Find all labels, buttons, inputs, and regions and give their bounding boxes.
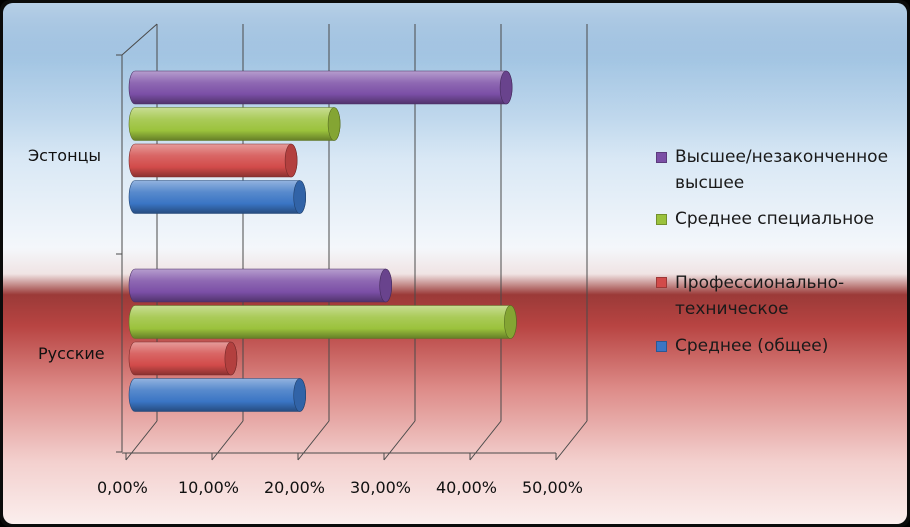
x-tick-label: 10,00% xyxy=(178,478,240,497)
category-label-estonians: Эстонцы xyxy=(28,146,102,165)
bar xyxy=(128,143,298,178)
bar xyxy=(128,70,513,105)
bar xyxy=(128,268,393,303)
bar xyxy=(128,378,307,412)
legend-label: техническое xyxy=(675,299,789,319)
bar xyxy=(128,305,517,339)
floor-gridline xyxy=(555,420,588,461)
legend-label: Высшее/незаконченное xyxy=(675,147,889,167)
x-tick-label: 40,00% xyxy=(436,478,498,497)
x-tick-label: 50,00% xyxy=(522,478,584,497)
legend-swatch xyxy=(656,152,667,163)
category-label-russians: Русские xyxy=(38,344,105,363)
legend-swatch xyxy=(656,277,667,288)
legend-swatch xyxy=(656,341,667,352)
legend-label: высшее xyxy=(675,173,745,193)
axis-line xyxy=(121,23,158,56)
x-tick-label: 0,00% xyxy=(97,478,148,497)
legend-label: Среднее специальное xyxy=(675,209,875,229)
legend-swatch xyxy=(656,214,667,225)
bar xyxy=(128,180,307,214)
x-tick-label: 30,00% xyxy=(350,478,412,497)
legend-label: Профессионально- xyxy=(675,273,845,293)
bar xyxy=(128,107,341,141)
bar xyxy=(128,341,238,376)
plot-area xyxy=(116,23,588,461)
x-tick-label: 20,00% xyxy=(264,478,326,497)
legend-label: Среднее (общее) xyxy=(675,336,829,356)
